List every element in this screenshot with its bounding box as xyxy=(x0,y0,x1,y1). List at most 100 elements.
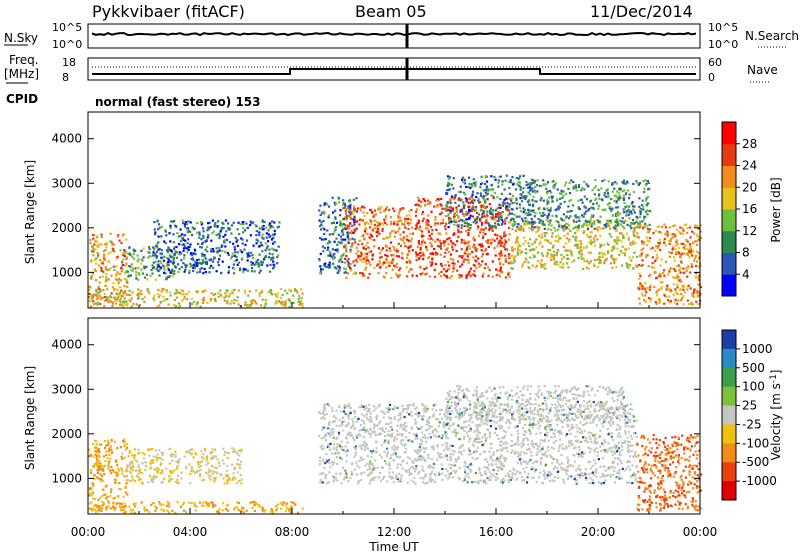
data-cell xyxy=(694,224,697,227)
data-cell xyxy=(379,420,382,423)
data-cell xyxy=(609,208,612,211)
data-cell xyxy=(410,479,413,482)
data-cell xyxy=(472,263,475,267)
data-cell xyxy=(524,220,527,223)
data-cell xyxy=(495,274,498,277)
data-cell xyxy=(373,209,377,212)
data-cell xyxy=(223,296,226,299)
data-cell xyxy=(626,417,629,420)
data-cell xyxy=(463,219,466,222)
data-cell xyxy=(103,493,106,496)
data-cell xyxy=(226,289,229,292)
data-cell xyxy=(323,466,326,469)
data-cell xyxy=(269,234,272,237)
data-cell xyxy=(658,230,661,233)
data-cell xyxy=(423,448,426,451)
data-cell xyxy=(188,463,191,466)
data-cell xyxy=(103,250,106,253)
data-cell xyxy=(451,262,454,265)
data-cell xyxy=(354,446,358,450)
data-cell xyxy=(561,263,565,266)
data-cell xyxy=(587,251,590,254)
data-cell xyxy=(119,291,122,294)
data-cell xyxy=(236,299,239,302)
data-cell xyxy=(99,473,102,476)
data-cell xyxy=(217,511,221,514)
data-cell xyxy=(644,184,647,187)
data-cell xyxy=(687,302,690,306)
data-cell xyxy=(169,224,172,227)
data-cell xyxy=(286,292,289,295)
data-cell xyxy=(90,259,93,262)
data-cell xyxy=(448,188,451,191)
data-cell xyxy=(102,479,105,482)
data-cell xyxy=(442,268,445,271)
data-cell xyxy=(535,200,538,203)
data-cell xyxy=(679,253,682,256)
data-cell xyxy=(259,269,262,272)
data-cell xyxy=(232,242,235,245)
data-cell xyxy=(614,214,617,217)
data-cell xyxy=(93,497,97,500)
data-cell xyxy=(600,482,603,485)
data-cell xyxy=(351,224,354,227)
data-cell xyxy=(389,241,393,244)
data-cell xyxy=(499,261,502,264)
data-cell xyxy=(141,452,145,455)
data-cell xyxy=(552,441,555,444)
data-cell xyxy=(208,468,211,471)
data-cell xyxy=(407,247,410,250)
data-cell xyxy=(98,459,101,462)
data-cell xyxy=(439,275,442,278)
data-cell xyxy=(134,267,137,270)
data-cell xyxy=(585,222,588,225)
data-cell xyxy=(466,212,469,215)
data-cell xyxy=(170,472,173,475)
data-cell xyxy=(550,235,553,238)
data-cell xyxy=(513,220,516,223)
data-cell xyxy=(523,209,526,212)
data-cell xyxy=(333,230,336,233)
data-cell xyxy=(404,245,407,248)
data-cell xyxy=(385,427,388,430)
data-cell xyxy=(462,480,465,483)
data-cell xyxy=(643,217,646,221)
data-cell xyxy=(124,303,127,306)
data-cell xyxy=(614,194,618,197)
data-cell xyxy=(621,190,624,193)
data-cell xyxy=(679,271,682,274)
data-cell xyxy=(601,253,604,256)
data-cell xyxy=(331,196,334,199)
data-cell xyxy=(591,418,595,421)
data-cell xyxy=(454,195,457,198)
data-cell xyxy=(616,190,619,193)
data-cell xyxy=(681,252,684,255)
data-cell xyxy=(682,232,685,235)
data-cell xyxy=(613,194,616,197)
data-cell xyxy=(490,183,493,186)
data-cell xyxy=(497,179,500,182)
data-cell xyxy=(199,474,202,477)
data-cell xyxy=(107,450,110,453)
data-cell xyxy=(513,259,516,262)
data-cell xyxy=(380,255,383,259)
data-cell xyxy=(188,271,191,274)
data-cell xyxy=(323,202,326,205)
data-cell xyxy=(449,453,452,456)
data-cell xyxy=(252,221,255,224)
data-cell xyxy=(153,475,156,478)
data-cell xyxy=(518,244,521,247)
data-cell xyxy=(340,241,343,244)
data-cell xyxy=(566,423,569,426)
data-cell xyxy=(352,218,355,221)
data-cell xyxy=(433,480,436,483)
data-cell xyxy=(590,231,593,234)
freq-right-tick-bottom: 0 xyxy=(708,71,715,84)
data-cell xyxy=(392,254,395,257)
data-cell xyxy=(199,461,202,464)
data-cell xyxy=(446,188,449,192)
data-cell xyxy=(686,252,689,255)
data-cell xyxy=(694,254,697,257)
data-cell xyxy=(550,224,553,227)
data-cell xyxy=(495,268,498,271)
